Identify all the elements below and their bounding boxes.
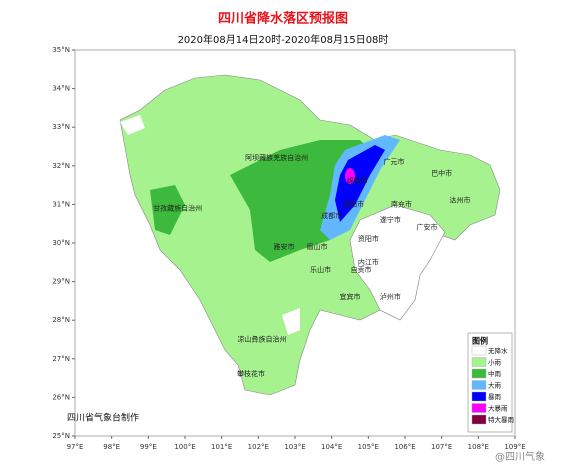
moderate-rain-area bbox=[150, 185, 185, 235]
lon-label: 105°E bbox=[358, 443, 379, 451]
place-label: 遂宁市 bbox=[380, 215, 401, 224]
legend-label: 中雨 bbox=[488, 369, 502, 378]
place-label: 凉山彝族自治州 bbox=[238, 335, 287, 344]
lon-label: 100°E bbox=[174, 443, 195, 451]
legend-label: 无降水 bbox=[488, 346, 508, 355]
lon-label: 104°E bbox=[321, 443, 342, 451]
place-label: 绵阳市 bbox=[347, 176, 368, 185]
lon-label: 107°E bbox=[431, 443, 452, 451]
legend-title: 图例 bbox=[472, 336, 488, 346]
place-label: 攀枝花市 bbox=[237, 369, 265, 378]
place-label: 广元市 bbox=[384, 157, 405, 166]
legend-label: 大暴雨 bbox=[488, 404, 508, 413]
lon-label: 103°E bbox=[284, 443, 305, 451]
lon-label: 108°E bbox=[468, 443, 489, 451]
lat-label: 30°N bbox=[52, 239, 70, 247]
place-label: 达州市 bbox=[450, 196, 471, 205]
lon-label: 98°E bbox=[103, 443, 120, 451]
place-label: 宜宾市 bbox=[340, 292, 361, 301]
place-label: 内江市 bbox=[358, 257, 379, 266]
legend-swatch bbox=[471, 368, 487, 379]
lat-label: 26°N bbox=[52, 393, 70, 401]
place-label: 雅安市 bbox=[274, 242, 295, 251]
place-label: 阿坝藏族羌族自治州 bbox=[245, 153, 308, 162]
no-rain-area bbox=[282, 308, 300, 335]
lon-label: 99°E bbox=[140, 443, 157, 451]
lat-label: 34°N bbox=[52, 85, 70, 93]
legend-swatch bbox=[471, 380, 487, 390]
legend-swatch bbox=[471, 414, 487, 425]
province-area bbox=[119, 74, 501, 396]
place-label: 乐山市 bbox=[310, 265, 331, 274]
map-title: 四川省降水落区预报图 bbox=[218, 11, 348, 27]
lat-label: 33°N bbox=[52, 123, 70, 131]
lat-label: 28°N bbox=[52, 316, 70, 324]
place-label: 成都市 bbox=[321, 211, 342, 220]
legend-swatch bbox=[471, 403, 487, 413]
map-subtitle: 2020年08月14日20时-2020年08月15日08时 bbox=[178, 33, 389, 46]
lon-label: 109°E bbox=[504, 443, 525, 451]
legend-label: 小雨 bbox=[488, 358, 502, 367]
legend-label: 特大暴雨 bbox=[488, 415, 515, 424]
lat-label: 29°N bbox=[52, 278, 70, 286]
lon-label: 102°E bbox=[248, 443, 269, 451]
place-label: 自贡市 bbox=[351, 265, 372, 274]
place-label: 德阳市 bbox=[343, 199, 364, 208]
place-label: 资阳市 bbox=[358, 234, 379, 243]
credit: 四川省气象台制作 bbox=[67, 412, 139, 424]
lon-label: 106°E bbox=[394, 443, 415, 451]
lat-label: 25°N bbox=[52, 432, 70, 440]
legend-swatch bbox=[471, 391, 487, 402]
place-label: 眉山市 bbox=[307, 242, 328, 251]
heavy-rainstorm-area bbox=[345, 168, 355, 184]
lat-label: 27°N bbox=[52, 355, 70, 363]
place-label: 泸州市 bbox=[380, 292, 401, 301]
rainstorm-area bbox=[335, 145, 385, 222]
lon-label: 97°E bbox=[67, 443, 84, 451]
lat-label: 32°N bbox=[52, 162, 70, 170]
place-label: 南充市 bbox=[391, 199, 412, 208]
legend-swatch bbox=[471, 345, 487, 356]
place-label: 巴中市 bbox=[431, 169, 452, 178]
watermark: @四川气象 bbox=[495, 450, 545, 463]
no-rain-area bbox=[349, 204, 446, 321]
legend-swatch bbox=[471, 357, 487, 367]
lat-label: 31°N bbox=[52, 200, 70, 208]
place-label: 甘孜藏族自治州 bbox=[153, 203, 202, 212]
lon-label: 101°E bbox=[211, 443, 232, 451]
place-label: 广安市 bbox=[417, 223, 438, 232]
legend-label: 大雨 bbox=[488, 381, 502, 390]
lat-label: 35°N bbox=[52, 46, 70, 54]
legend-label: 暴雨 bbox=[488, 393, 502, 401]
no-rain-area bbox=[120, 115, 145, 135]
